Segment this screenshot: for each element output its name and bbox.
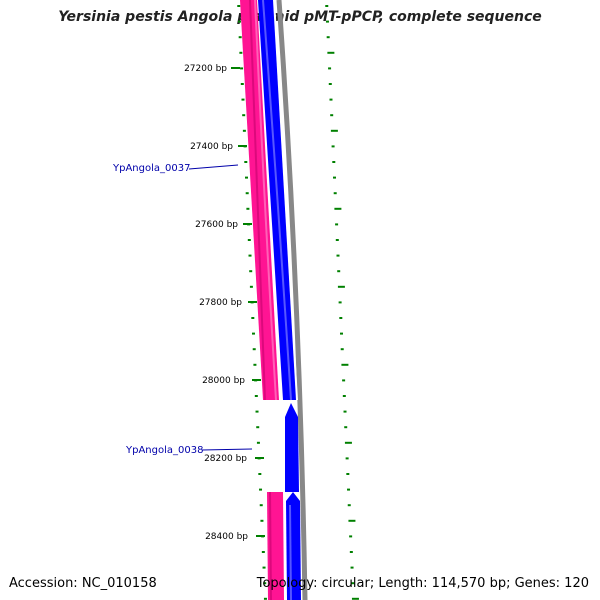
position-ticks: 27200 bp 27400 bp 27600 bp 27800 bp 2800… [184, 64, 265, 542]
gene-label-text-0038: YpAngola_0038 [125, 445, 203, 456]
tick-label-28200: 28200 bp [204, 454, 247, 464]
tick-label-28000: 28000 bp [202, 376, 245, 386]
tick-27600: 27600 bp [195, 220, 252, 230]
forward-shadow [249, 0, 266, 401]
forward-lower-shadow [269, 491, 272, 600]
tick-28000: 28000 bp [202, 376, 261, 386]
reverse-lower-highlight [289, 504, 292, 600]
reverse-highlight [262, 0, 292, 401]
forward-highlight [254, 0, 277, 401]
forward-strand-track [240, 0, 284, 600]
tick-label-28400: 28400 bp [205, 532, 248, 542]
map-title: Yersinia pestis Angola plasmid pMT-pPCP,… [58, 9, 542, 25]
backbone-ring [276, 0, 308, 600]
gene-ypangola-0038-feature[interactable] [285, 403, 299, 492]
tick-27400: 27400 bp [190, 142, 247, 152]
tick-label-27200: 27200 bp [184, 64, 227, 74]
gene-label-text-0037: YpAngola_0037 [112, 163, 190, 174]
reverse-white-edge [273, 0, 298, 401]
accession-text: Accession: NC_010158 [9, 576, 157, 591]
inner-tick-marks [325, 5, 359, 600]
tick-28200: 28200 bp [204, 454, 264, 464]
tick-27800: 27800 bp [199, 298, 257, 308]
tick-label-27800: 27800 bp [199, 298, 242, 308]
summary-text: Topology: circular; Length: 114,570 bp; … [256, 576, 589, 591]
gene-label-ypangola-0037[interactable]: YpAngola_0037 [112, 163, 239, 174]
tick-label-27600: 27600 bp [195, 220, 238, 230]
tick-label-27400: 27400 bp [190, 142, 233, 152]
tick-28400: 28400 bp [205, 532, 265, 542]
reverse-strand-track [258, 0, 301, 600]
gene-label-ypangola-0038[interactable]: YpAngola_0038 [125, 445, 253, 456]
tick-27200: 27200 bp [184, 64, 240, 74]
